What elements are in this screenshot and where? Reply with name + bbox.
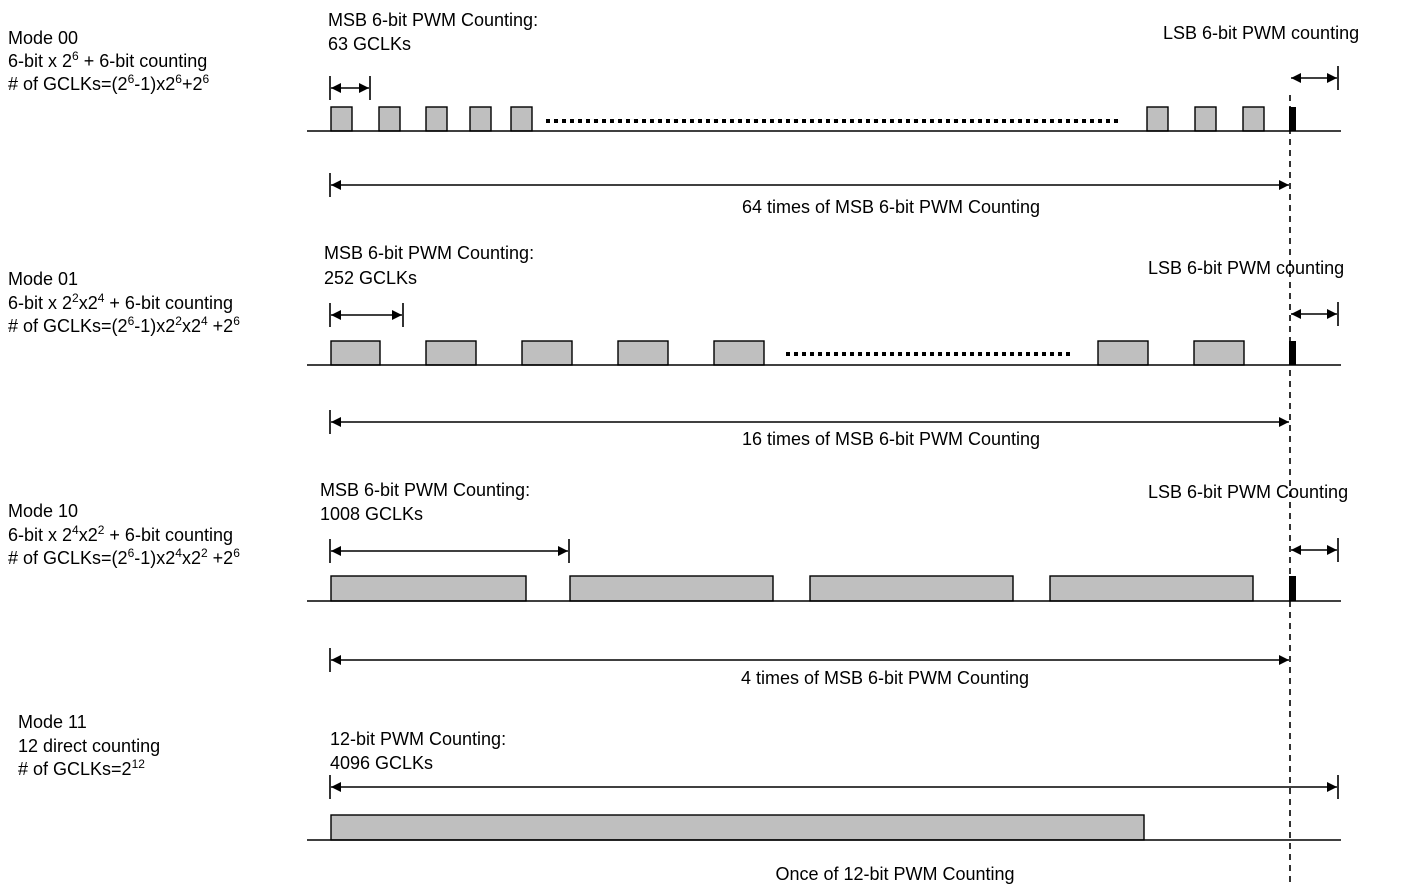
mode-00-pwm-pulse — [378, 106, 401, 132]
mode-00-pwm-pulse — [510, 106, 533, 132]
mode-11-group: Mode 11 12 direct counting # of GCLKs=21… — [18, 712, 1341, 884]
mode-00-msb-gclks: 63 GCLKs — [328, 34, 411, 54]
mode-00-pwm-pulse — [425, 106, 448, 132]
mode-00-name: Mode 00 — [8, 28, 78, 48]
mode-00-pwm-pulse — [1194, 106, 1217, 132]
mode-11-msb-gclks: 4096 GCLKs — [330, 753, 433, 773]
mode-00-pwm-pulse — [1242, 106, 1265, 132]
mode-10-msb-gclks: 1008 GCLKs — [320, 504, 423, 524]
mode-10-pwm-pulse — [569, 575, 774, 602]
mode-01-name: Mode 01 — [8, 269, 78, 289]
mode-10-pwm-pulse — [330, 575, 527, 602]
mode-01-pwm-pulse — [330, 340, 381, 366]
mode-01-msb-title: MSB 6-bit PWM Counting: — [324, 243, 534, 263]
mode-00-pwm-pulse — [469, 106, 492, 132]
mode-01-gclks: # of GCLKs=(26​-1)x22​x24​ +26​ — [8, 314, 240, 336]
mode-11-pwm-pulse — [330, 814, 1145, 841]
mode-01-formula: 6-bit x 22​x24​ + 6-bit counting — [8, 291, 233, 313]
mode-00-formula: 6-bit x 26​ + 6-bit counting — [8, 49, 207, 71]
mode-11-formula: 12 direct counting — [18, 736, 160, 756]
mode-01-pwm-pulse — [713, 340, 765, 366]
mode-00-pwm-pulse — [1146, 106, 1169, 132]
mode-00-gclks: # of GCLKs=(26​-1)x26​+26​ — [8, 72, 209, 94]
mode-11-msb-title: 12-bit PWM Counting: — [330, 729, 506, 749]
mode-00-lsb-pulse — [1289, 107, 1296, 131]
mode-00-span-label: 64 times of MSB 6-bit PWM Counting — [742, 197, 1040, 217]
mode-10-gclks: # of GCLKs=(26​-1)x24​x22​ +26​ — [8, 546, 240, 568]
mode-10-msb-title: MSB 6-bit PWM Counting: — [320, 480, 530, 500]
mode-00-msb-title: MSB 6-bit PWM Counting: — [328, 10, 538, 30]
mode-10-formula: 6-bit x 24​x22​ + 6-bit counting — [8, 523, 233, 545]
mode-10-lsb-label: LSB 6-bit PWM Counting — [1148, 482, 1348, 502]
mode-00-pwm-pulse — [330, 106, 353, 132]
mode-10-pwm-pulse — [809, 575, 1014, 602]
mode-10-name: Mode 10 — [8, 501, 78, 521]
mode-01-lsb-pulse — [1289, 341, 1296, 365]
mode-11-gclks: # of GCLKs=212​ — [18, 757, 145, 779]
mode-11-name: Mode 11 — [18, 712, 87, 732]
mode-00-group: Mode 00 6-bit x 26​ + 6-bit counting # o… — [8, 10, 1359, 217]
mode-10-pwm-pulse — [1049, 575, 1254, 602]
mode-01-pwm-pulse — [521, 340, 573, 366]
mode-01-msb-gclks: 252 GCLKs — [324, 268, 417, 288]
mode-01-pwm-pulse — [617, 340, 669, 366]
mode-10-lsb-pulse — [1289, 576, 1296, 601]
mode-01-pwm-pulse — [425, 340, 477, 366]
mode-10-span-label: 4 times of MSB 6-bit PWM Counting — [741, 668, 1029, 688]
mode-01-pwm-pulse — [1193, 340, 1245, 366]
mode-00-lsb-label: LSB 6-bit PWM counting — [1163, 23, 1359, 43]
mode-01-lsb-label: LSB 6-bit PWM counting — [1148, 258, 1344, 278]
mode-01-span-label: 16 times of MSB 6-bit PWM Counting — [742, 429, 1040, 449]
mode-01-pwm-pulse — [1097, 340, 1149, 366]
mode-11-span-label: Once of 12-bit PWM Counting — [775, 864, 1014, 884]
mode-01-group: Mode 01 6-bit x 22​x24​ + 6-bit counting… — [8, 243, 1344, 449]
mode-10-group: Mode 10 6-bit x 24​x22​ + 6-bit counting… — [8, 480, 1348, 688]
